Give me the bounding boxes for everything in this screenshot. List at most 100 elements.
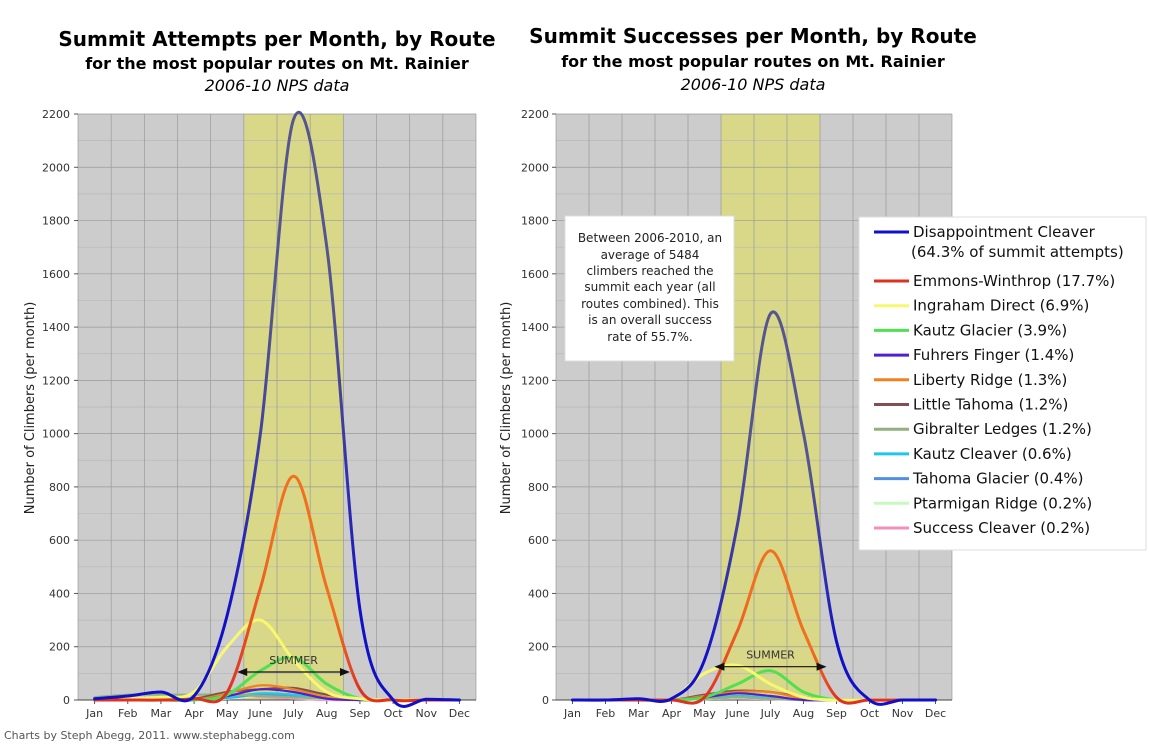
legend-label: Success Cleaver (0.2%) [913, 519, 1090, 537]
x-tick-label: June [725, 707, 750, 720]
y-tick-label: 400 [49, 587, 70, 600]
legend-label: Disappointment Cleaver [913, 223, 1096, 241]
y-tick-label: 400 [528, 587, 549, 600]
x-tick-label: Aug [316, 707, 337, 720]
annotation-box: Between 2006-2010, an average of 5484 cl… [564, 215, 735, 362]
y-tick-label: 1400 [42, 321, 70, 334]
legend-label: Liberty Ridge (1.3%) [913, 371, 1067, 389]
annotation-line: climbers reached the [586, 264, 713, 278]
y-tick-label: 1000 [42, 428, 70, 441]
x-tick-label: Dec [449, 707, 470, 720]
credit-text: Charts by Steph Abegg, 2011. www.stephab… [4, 729, 295, 742]
legend-label: Emmons-Winthrop (17.7%) [913, 272, 1115, 290]
legend-label: Ingraham Direct (6.9%) [913, 297, 1089, 315]
y-tick-label: 1800 [521, 215, 549, 228]
y-tick-label: 2200 [42, 108, 70, 121]
x-tick-label: July [283, 707, 304, 720]
legend-item: Tahoma Glacier (0.4%) [874, 470, 1084, 488]
chart2-title: Summit Successes per Month, by Route [529, 24, 977, 48]
series-line-disappointment-cleaver [93, 110, 461, 708]
summer-arrow-right [816, 662, 827, 671]
chart1-subtitle2: 2006-10 NPS data [205, 76, 350, 95]
y-tick-label: 0 [542, 694, 549, 707]
summer-arrow-left [237, 668, 248, 677]
x-tick-label: Sep [826, 707, 847, 720]
y-tick-label: 1600 [42, 268, 70, 281]
y-tick-label: 1000 [521, 428, 549, 441]
successes-plot: 0 200 400 600 800 1000 1200 1400 1600 1800 2000 220… [521, 108, 953, 720]
summer-arrow-left [714, 662, 725, 671]
y-tick-label: 1800 [42, 215, 70, 228]
legend-item: Ptarmigan Ridge (0.2%) [874, 494, 1092, 512]
x-tick-label: Apr [185, 707, 205, 720]
legend-item: Liberty Ridge (1.3%) [874, 371, 1067, 389]
x-tick-label: Oct [860, 707, 880, 720]
annotation-line: Between 2006-2010, an [578, 231, 722, 245]
y-tick-label: 600 [49, 534, 70, 547]
x-tick-label: Sep [350, 707, 371, 720]
y-tick-label: 2000 [42, 161, 70, 174]
legend-label: Kautz Glacier (3.9%) [913, 321, 1067, 339]
y-tick-label: 600 [528, 534, 549, 547]
annotation-line: summit each year (all [584, 280, 715, 294]
y-tick-label: 1200 [42, 374, 70, 387]
x-tick-label: June [247, 707, 272, 720]
x-tick-label: Jan [85, 707, 103, 720]
chart2-ylabel: Number of Climbers (per month) [499, 302, 514, 515]
y-tick-label: 2200 [521, 108, 549, 121]
legend-item: Emmons-Winthrop (17.7%) [874, 272, 1115, 290]
legend-label: Gibralter Ledges (1.2%) [913, 420, 1092, 438]
x-tick-label: Mar [628, 707, 649, 720]
legend-item: Gibralter Ledges (1.2%) [874, 420, 1092, 438]
legend-item: Kautz Glacier (3.9%) [874, 321, 1067, 339]
legend-item: Disappointment Cleaver (64.3% of summit a… [874, 223, 1124, 261]
summer-label: SUMMER [269, 654, 318, 667]
x-tick-label: May [216, 707, 239, 720]
x-tick-label: July [760, 707, 781, 720]
legend-item: Ingraham Direct (6.9%) [874, 297, 1089, 315]
legend-label: Little Tahoma (1.2%) [913, 396, 1068, 414]
y-tick-label: 1200 [521, 374, 549, 387]
annotation-line: rate of 55.7%. [607, 330, 693, 344]
x-tick-label: May [693, 707, 716, 720]
legend-sublabel: (64.3% of summit attempts) [911, 243, 1124, 261]
legend-label: Fuhrers Finger (1.4%) [913, 346, 1074, 364]
x-tick-label: Aug [793, 707, 814, 720]
attempts-plot: 0 200 400 600 800 1000 1200 1400 1600 1800 2000 220… [42, 108, 477, 720]
y-tick-label: 200 [49, 641, 70, 654]
chart1-subtitle: for the most popular routes on Mt. Raini… [85, 54, 469, 73]
chart1-title: Summit Attempts per Month, by Route [58, 27, 495, 51]
legend: Disappointment Cleaver (64.3% of summit a… [858, 216, 1147, 551]
annotation-line: average of 5484 [601, 248, 700, 262]
legend-item: Success Cleaver (0.2%) [874, 519, 1090, 537]
annotation-background [564, 215, 735, 362]
y-tick-label: 800 [528, 481, 549, 494]
summer-label: SUMMER [746, 649, 795, 662]
legend-item: Little Tahoma (1.2%) [874, 396, 1068, 414]
series-line-disappointment-cleaver [571, 310, 937, 706]
y-tick-label: 200 [528, 641, 549, 654]
annotation-line: is an overall success [588, 313, 712, 327]
x-tick-label: Feb [118, 707, 137, 720]
chart2-subtitle: for the most popular routes on Mt. Raini… [561, 52, 945, 71]
x-tick-label: Apr [662, 707, 682, 720]
legend-item: Kautz Cleaver (0.6%) [874, 445, 1072, 463]
annotation-line: routes combined). This [581, 297, 719, 311]
legend-label: Kautz Cleaver (0.6%) [913, 445, 1072, 463]
x-tick-label: Oct [384, 707, 404, 720]
y-tick-label: 2000 [521, 161, 549, 174]
y-tick-label: 0 [63, 694, 70, 707]
x-tick-label: Mar [151, 707, 172, 720]
x-tick-label: Dec [925, 707, 946, 720]
y-tick-label: 1400 [521, 321, 549, 334]
x-tick-label: Jan [563, 707, 581, 720]
legend-background [858, 216, 1147, 551]
chart1-ylabel: Number of Climbers (per month) [23, 302, 38, 515]
legend-label: Ptarmigan Ridge (0.2%) [913, 494, 1092, 512]
y-tick-label: 800 [49, 481, 70, 494]
chart2-subtitle2: 2006-10 NPS data [681, 75, 826, 94]
summer-arrow-right [339, 668, 350, 677]
legend-item: Fuhrers Finger (1.4%) [874, 346, 1074, 364]
legend-label: Tahoma Glacier (0.4%) [912, 470, 1084, 488]
